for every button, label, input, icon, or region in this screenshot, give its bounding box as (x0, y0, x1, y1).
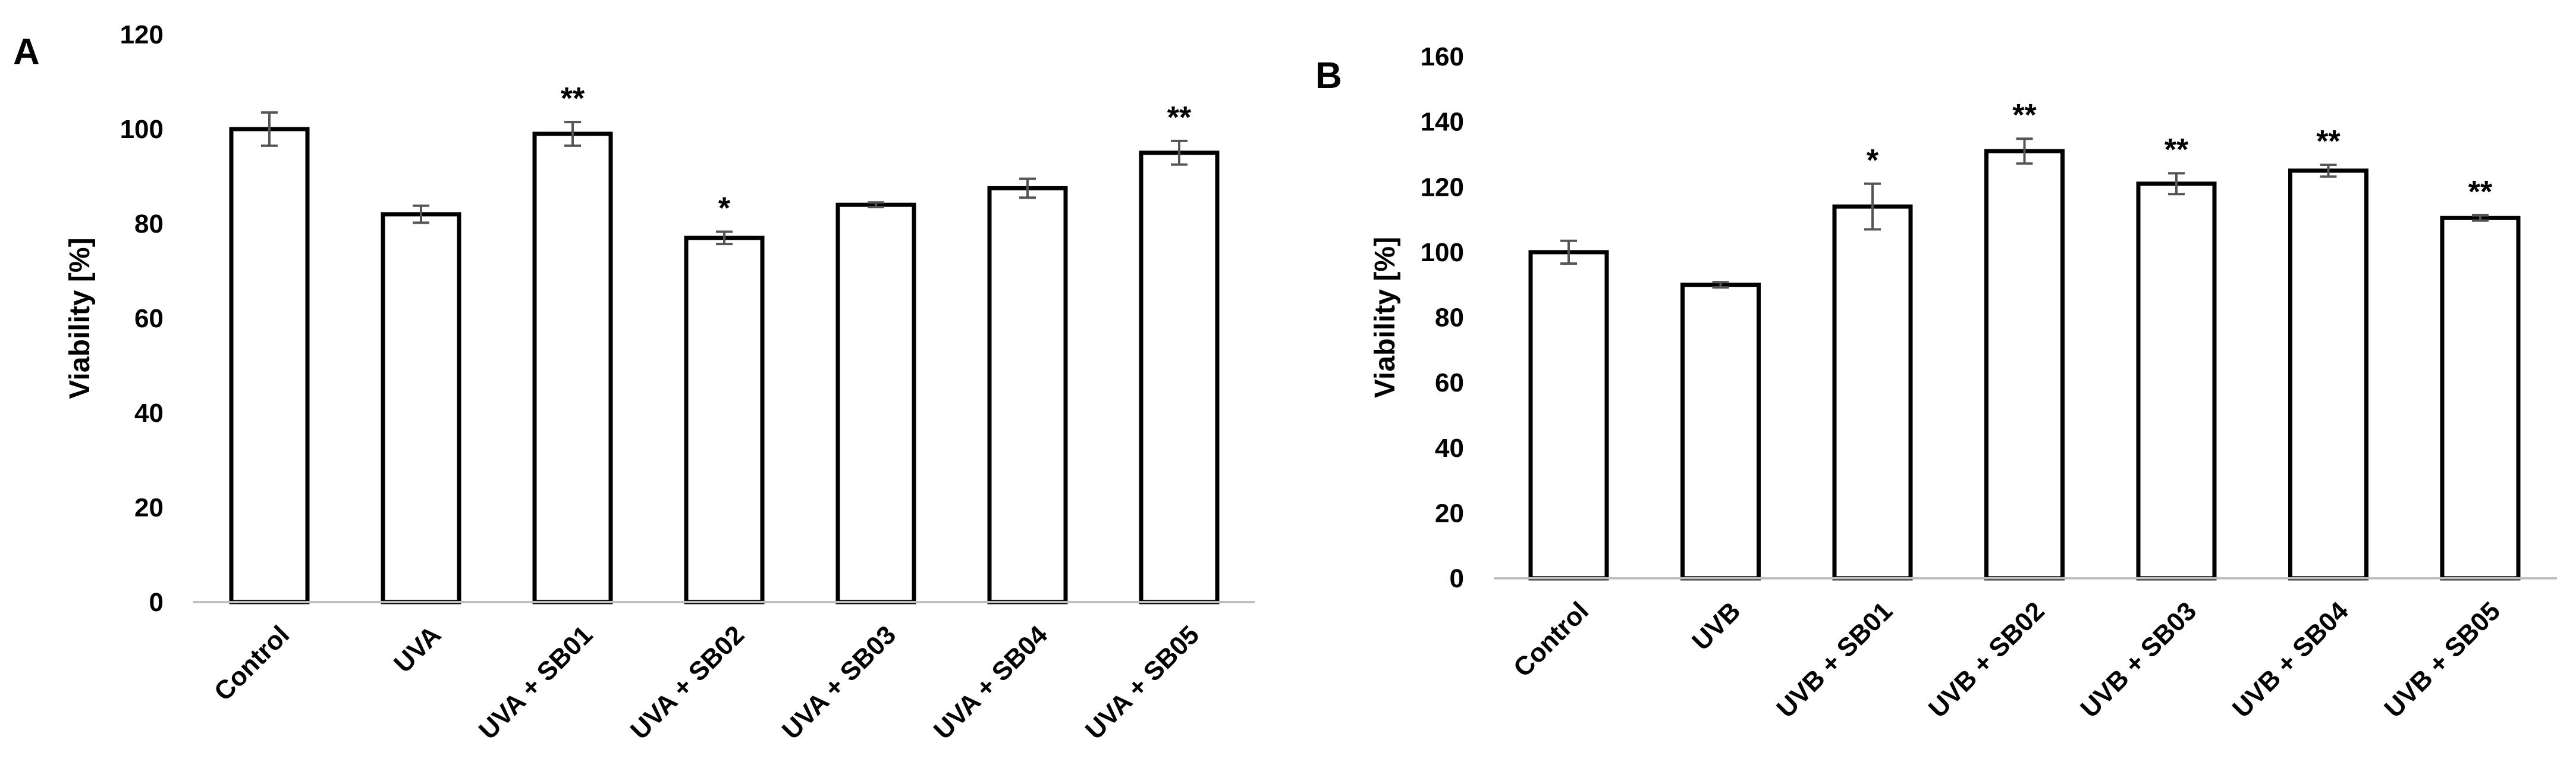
panel-b-bar (2288, 168, 2368, 581)
panel-a-bar (987, 186, 1068, 604)
panel-b-significance-marker: ** (2316, 124, 2341, 159)
panel-b-category-label: UVB + SB02 (1923, 596, 2050, 723)
panel-a-category-label: UVA + SB01 (473, 620, 598, 745)
panel-b-letter: B (1315, 55, 1342, 96)
panel-a-category-label: UVA + SB04 (928, 620, 1054, 745)
panel-b-bar (1984, 149, 2065, 581)
panel-b-significance-marker: ** (2012, 98, 2037, 133)
panel-a-y-tick-label: 20 (134, 493, 164, 522)
panel-b-category-label: UVB + SB01 (1771, 596, 1898, 723)
panel-a-y-tick-label: 100 (120, 115, 164, 144)
panel-a-y-axis-title: Viability [%] (64, 237, 96, 399)
panel-b-bar (1528, 250, 1609, 581)
panel-a-significance-marker: * (718, 192, 731, 226)
panel-a-significance-marker: ** (561, 82, 585, 116)
panel-b-category-label: UVB + SB04 (2227, 596, 2354, 723)
panel-b-bar (2440, 215, 2521, 581)
panel-a-category-label: UVA + SB03 (777, 620, 901, 745)
panel-b-bar (1680, 283, 1761, 581)
panel-a-bar (532, 131, 613, 604)
panel-b-bar (1832, 204, 1913, 581)
panel-a-category-label: UVA (388, 620, 447, 678)
panel-b-category-label: UVB (1686, 596, 1746, 656)
panel-b-y-axis-title: Viability [%] (1369, 237, 1401, 398)
panel-b-y-tick-label: 80 (1435, 303, 1464, 333)
panel-b-y-tick-label: 0 (1450, 564, 1464, 593)
panel-b-significance-marker: * (1867, 143, 1879, 178)
panel-a-bar (684, 236, 765, 604)
panel-b-y-tick-label: 120 (1421, 173, 1464, 202)
panel-b-category-label: Control (1508, 596, 1594, 682)
panel-b-category-label: UVB + SB03 (2075, 596, 2202, 723)
panel-a-y-tick-label: 40 (134, 399, 164, 428)
panel-a-bar (229, 127, 310, 604)
chart-panel-a: A 0 20 40 60 80 100 120 Viability [%] Control UVA *… (13, 20, 1255, 745)
panel-b-y-tick-label: 100 (1421, 238, 1464, 267)
panel-a-letter: A (13, 32, 40, 73)
panel-a-category-label: UVA + SB02 (625, 620, 750, 745)
panel-b-bar (2136, 181, 2217, 581)
panel-b-y-tick-label: 20 (1435, 499, 1464, 528)
panel-a-y-tick-label: 60 (134, 304, 164, 333)
chart-panel-b: B 0 20 40 60 80 100 120 140 160 Viability [%] Contr… (1315, 42, 2557, 723)
panel-a-bar (835, 202, 916, 604)
panel-b-category-label: UVB + SB05 (2379, 596, 2506, 723)
panel-a-bar (1139, 151, 1220, 604)
panel-a-category-label: Control (209, 620, 295, 706)
panel-a-y-tick-label: 0 (149, 588, 164, 617)
panel-a-category-label: UVA + SB05 (1080, 620, 1205, 745)
panel-b-y-tick-label: 140 (1421, 108, 1464, 137)
panel-b-y-tick-label: 160 (1421, 42, 1464, 71)
panel-a-significance-marker: ** (1167, 101, 1192, 135)
panel-b-significance-marker: ** (2468, 175, 2493, 209)
panel-b-y-tick-label: 60 (1435, 368, 1464, 397)
panel-b-significance-marker: ** (2165, 133, 2189, 167)
panel-a-bar (381, 212, 461, 604)
panel-a-y-tick-label: 80 (134, 209, 164, 239)
panel-b-y-tick-label: 40 (1435, 434, 1464, 463)
panel-a-y-tick-label: 120 (120, 20, 164, 49)
